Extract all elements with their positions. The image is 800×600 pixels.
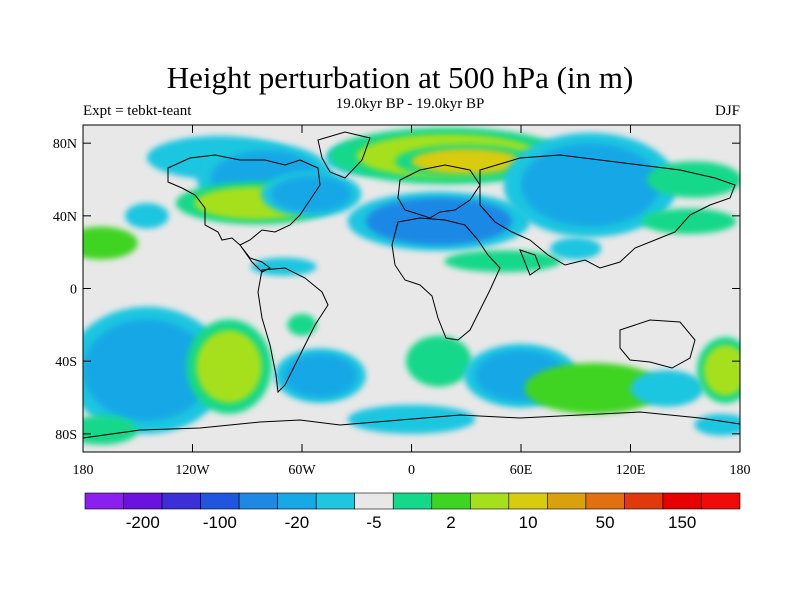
colorbar-swatch: [315, 492, 356, 510]
colorbar-swatch: [277, 492, 317, 510]
y-tick-label: 0: [70, 283, 77, 298]
colorbar-swatch: [123, 492, 163, 510]
x-tick-label: 120E: [616, 463, 646, 478]
anomaly-region: [250, 257, 317, 276]
anomaly-region: [406, 335, 472, 387]
colorbar-label: 10: [519, 513, 538, 532]
y-tick-label: 40S: [55, 355, 77, 370]
colorbar-swatch: [200, 492, 240, 510]
anomaly-region: [630, 370, 704, 407]
anomaly-region: [641, 208, 737, 235]
colorbar-swatch: [547, 492, 587, 510]
axis-ticks: 180 120W 60W 0 60E 120E 180 80N 40N 0 40S 80S: [53, 125, 751, 478]
colorbar-swatch: [161, 492, 201, 510]
anomaly-region: [521, 143, 660, 227]
colorbar-swatch: [84, 492, 124, 510]
anomaly-region: [646, 161, 740, 198]
plot-title: Height perturbation at 500 hPa (in m): [166, 60, 634, 95]
colorbar-swatch: [508, 492, 548, 510]
anomaly-region: [524, 362, 664, 414]
anomaly-region: [550, 237, 602, 260]
anomaly-region: [124, 203, 169, 229]
colorbar-swatch: [392, 492, 433, 510]
anomaly-region: [365, 197, 512, 245]
y-tick-label: 40N: [53, 210, 77, 225]
period-label: 19.0kyr BP - 19.0kyr BP: [335, 96, 485, 112]
anomaly-region: [411, 148, 521, 175]
colorbar-label: -5: [366, 513, 381, 532]
colorbar-label: -100: [203, 513, 237, 532]
anomaly-region: [287, 313, 317, 336]
colorbar-swatch: [238, 492, 278, 510]
x-tick-label: 120W: [175, 463, 210, 478]
colorbar-label: -20: [285, 513, 310, 532]
colorbar-swatch: [662, 492, 702, 510]
y-tick-label: 80N: [53, 137, 77, 152]
anomaly-region: [444, 250, 562, 273]
x-tick-label: 180: [73, 463, 94, 478]
colorbar-swatch: [585, 492, 625, 510]
colorbar-swatch: [431, 492, 471, 510]
anomaly-region: [694, 413, 740, 436]
map-area: [83, 125, 740, 452]
colorbar-swatch: [624, 492, 664, 510]
anomaly-region: [83, 415, 138, 445]
season-label: DJF: [714, 103, 740, 119]
anomaly-region: [83, 226, 138, 260]
anomaly-region: [703, 344, 740, 396]
colorbar-label: 2: [446, 513, 455, 532]
anomaly-region: [283, 353, 357, 398]
anomaly-region: [196, 330, 262, 403]
colorbar-label: 150: [668, 513, 696, 532]
colorbar-swatch: [701, 492, 741, 510]
anomaly-region: [83, 319, 211, 422]
x-tick-label: 0: [408, 463, 415, 478]
colorbar-label: -200: [126, 513, 160, 532]
x-tick-label: 180: [730, 463, 751, 478]
colorbar: -200 -100 -20 -5 2 10 50 150: [84, 492, 741, 532]
experiment-label: Expt = tebkt-teant: [83, 103, 192, 119]
colorbar-swatch: [354, 492, 394, 510]
y-tick-label: 80S: [55, 428, 77, 443]
x-tick-label: 60E: [510, 463, 533, 478]
colorbar-swatch: [469, 492, 510, 510]
x-tick-label: 60W: [288, 463, 316, 478]
colorbar-label: 50: [596, 513, 615, 532]
anomaly-region: [270, 175, 352, 213]
coastlines: [83, 131, 740, 439]
